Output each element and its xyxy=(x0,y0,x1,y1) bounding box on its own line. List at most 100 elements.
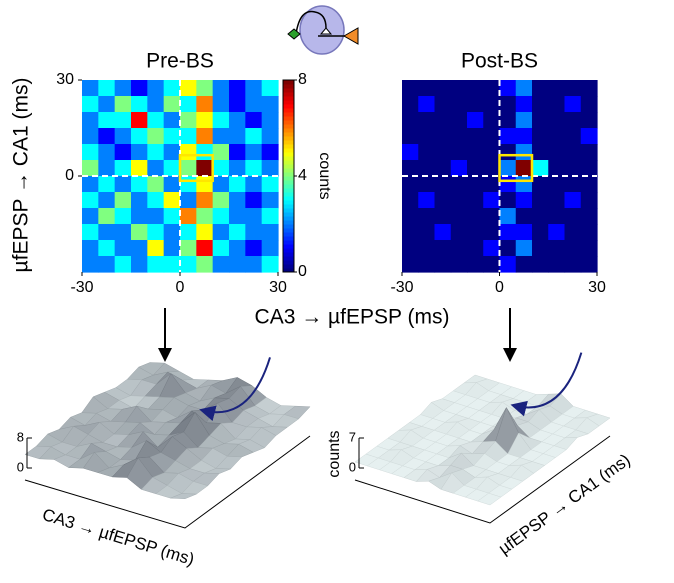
heatmap-cell xyxy=(500,160,517,177)
heatmap-cell xyxy=(213,192,230,209)
heatmap-cell xyxy=(581,160,598,177)
heatmap-cell xyxy=(451,80,468,97)
heatmap-cell xyxy=(180,96,197,113)
heatmap-cell xyxy=(164,192,181,209)
heatmap-cell xyxy=(435,208,452,225)
heatmap-cell xyxy=(147,256,164,273)
heatmap-cell xyxy=(147,128,164,145)
heatmap-cell xyxy=(213,96,230,113)
heatmap-cell xyxy=(548,160,565,177)
heatmap-cell xyxy=(402,224,419,241)
heatmap-cell xyxy=(548,256,565,273)
heatmap-cell xyxy=(229,160,246,177)
heatmap-cell xyxy=(245,160,262,177)
heatmap-cell xyxy=(516,96,533,113)
heatmap-cell xyxy=(565,240,582,257)
heatmap-cell xyxy=(451,128,468,145)
y-tick-label: 30 xyxy=(56,71,74,88)
heatmap-cell xyxy=(180,224,197,241)
heatmap-cell xyxy=(565,192,582,209)
heatmap-cell xyxy=(180,144,197,161)
colorbar-step xyxy=(283,144,294,149)
chart-title: Post-BS xyxy=(461,50,538,73)
colorbar-step xyxy=(283,196,294,201)
heatmap-cell xyxy=(147,192,164,209)
heatmap-cell xyxy=(483,96,500,113)
heatmap-cell xyxy=(245,224,262,241)
heatmap-cell xyxy=(435,112,452,129)
heatmap-cell xyxy=(262,224,279,241)
colorbar-step xyxy=(283,228,294,233)
heatmap-cell xyxy=(245,144,262,161)
heatmap-cell xyxy=(98,144,115,161)
heatmap-cell xyxy=(229,96,246,113)
heatmap-cell xyxy=(483,240,500,257)
colorbar-step xyxy=(283,176,294,181)
heatmap-cell xyxy=(82,176,99,193)
heatmap-cell xyxy=(213,160,230,177)
heatmap-cell xyxy=(164,208,181,225)
heatmap-cell xyxy=(418,208,435,225)
heatmap-cell xyxy=(451,240,468,257)
heatmap-cell xyxy=(500,176,517,193)
heatmap-cell xyxy=(565,112,582,129)
heatmap-cell xyxy=(229,256,246,273)
colorbar-tick-label: 8 xyxy=(298,71,307,88)
heatmap-cell xyxy=(115,80,132,97)
heatmap-cell xyxy=(196,96,213,113)
heatmap-cell xyxy=(516,208,533,225)
heatmap-cell xyxy=(467,80,484,97)
heatmap-cell xyxy=(213,112,230,129)
x-tick-label: 0 xyxy=(495,279,504,296)
heatmap-cell xyxy=(213,176,230,193)
z-tick-label: 0 xyxy=(17,459,24,474)
heatmap-cell xyxy=(581,80,598,97)
heatmap-cell xyxy=(548,224,565,241)
colorbar-step xyxy=(283,220,294,225)
x-tick-label: -30 xyxy=(70,279,93,296)
heatmap-cell xyxy=(229,144,246,161)
heatmap-cell xyxy=(418,224,435,241)
heatmap-cell xyxy=(402,144,419,161)
heatmap-cell xyxy=(418,112,435,129)
heatmap-cell xyxy=(467,160,484,177)
colorbar-step xyxy=(283,216,294,221)
heatmap-cell xyxy=(581,256,598,273)
heatmap-cell xyxy=(532,208,549,225)
heatmap-cell xyxy=(532,224,549,241)
heatmap-cell xyxy=(402,240,419,257)
heatmap-cell xyxy=(418,192,435,209)
heatmap-cell xyxy=(483,176,500,193)
heatmap-cell xyxy=(115,96,132,113)
y-tick-label: 0 xyxy=(65,167,74,184)
colorbar-step xyxy=(283,104,294,109)
colorbar-step xyxy=(283,164,294,169)
heatmap-cell xyxy=(180,240,197,257)
heatmap-cell xyxy=(532,128,549,145)
colorbar-step xyxy=(283,148,294,153)
colorbar-step xyxy=(283,264,294,269)
heatmap-cell xyxy=(516,256,533,273)
heatmap-cell xyxy=(532,112,549,129)
heatmap-cell xyxy=(467,224,484,241)
colorbar-step xyxy=(283,132,294,137)
heatmap-cell xyxy=(82,112,99,129)
heatmap-cell xyxy=(147,224,164,241)
heatmap-cell xyxy=(581,96,598,113)
heatmap-cell xyxy=(245,208,262,225)
heatmap-cell xyxy=(435,240,452,257)
heatmap-cell xyxy=(164,256,181,273)
heatmap-cell xyxy=(516,160,533,177)
heatmap-cell xyxy=(467,208,484,225)
heatmap-cell xyxy=(115,256,132,273)
heatmap-cell xyxy=(532,96,549,113)
heatmap-cell xyxy=(402,128,419,145)
heatmap-cell xyxy=(196,240,213,257)
heatmap-cell xyxy=(483,224,500,241)
heatmap-cell xyxy=(98,256,115,273)
heatmap-cell xyxy=(131,160,148,177)
heatmap-cell xyxy=(467,144,484,161)
colorbar-step xyxy=(283,192,294,197)
heatmap-cell xyxy=(245,80,262,97)
heatmap-cell xyxy=(262,128,279,145)
